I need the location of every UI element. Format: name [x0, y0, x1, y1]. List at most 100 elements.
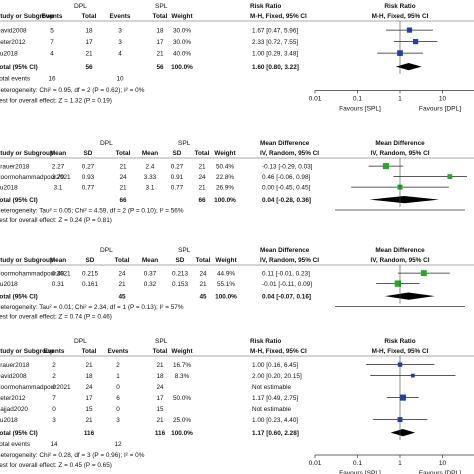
- panel1-total-cell: 56: [156, 64, 164, 71]
- panel2-study-cell: 3.79: [52, 174, 65, 181]
- panel2-total-label: Total (95% CI): [0, 197, 38, 204]
- panel1-total-ci: 1.60 [0.80, 3.22]: [252, 64, 299, 71]
- panel4-study-cell: 25.0%: [173, 417, 191, 424]
- panel2-plot-header: Mean Difference: [375, 140, 425, 147]
- panel4-tick-label: 0.01: [309, 460, 322, 467]
- panel1-study-cell: 5: [50, 28, 54, 35]
- panel4-overall-test: Test for overall effect: Z = 0.45 (P = 0…: [0, 462, 112, 469]
- panel2-point-estimate: [382, 163, 389, 170]
- panel1-point-estimate: [406, 27, 413, 33]
- panel1-total-cell: 56: [85, 64, 93, 71]
- panel4-col-header-2: Total: [82, 348, 97, 355]
- panel2-group-label-1: DPL: [100, 140, 113, 147]
- panel1-total-events-cell: 16: [48, 76, 56, 83]
- panel3-study-cell: 0.215: [82, 271, 98, 278]
- panel1-group-label-1: DPL: [74, 3, 87, 10]
- panel2-study-name: Krauer2018: [0, 164, 30, 171]
- panel3-col-header-2: SD: [86, 257, 95, 264]
- panel4-study-cell: 15: [156, 406, 164, 413]
- panel2-point-estimate: [447, 174, 453, 180]
- panel4-study-cell: 2: [116, 362, 120, 369]
- panel2-study-cell: 50.4%: [216, 164, 234, 171]
- panel2-study-cell: 0.27: [171, 164, 184, 171]
- panel1-tick-label: 10: [439, 96, 447, 103]
- panel3-study-cell: 55.1%: [217, 281, 235, 288]
- panel3-study-cell: 0.161: [82, 281, 98, 288]
- panel4-study-ci: 1.00 [0.23, 4.40]: [252, 417, 298, 424]
- panel4-study-cell: 50.0%: [173, 395, 191, 402]
- panel4-col-header-5: Weight: [171, 348, 193, 355]
- panel1-study-cell: 21: [85, 51, 93, 58]
- panel4-point-estimate: [399, 394, 406, 401]
- panel4-study-cell: 3: [52, 417, 56, 424]
- panel2-study-cell: 3.33: [144, 174, 157, 181]
- panel1-total-label: Total (95% CI): [0, 64, 38, 71]
- panel4-study-cell: 16.7%: [173, 362, 191, 369]
- panel2-study-cell: 21: [198, 185, 206, 192]
- panel3-total-diamond: [384, 292, 435, 300]
- panel2-col-header-5: SD: [173, 150, 182, 157]
- panel2-study-cell: 0.77: [82, 185, 95, 192]
- panel2-study-ci: 0.46 [-0.06, 0.98]: [262, 174, 311, 181]
- panel4-study-ci: 1.17 [0.49, 2.75]: [252, 395, 298, 402]
- panel4-total-events-cell: 12: [114, 441, 122, 448]
- panel4-study-ci: Not estimable: [252, 406, 292, 413]
- panel4-study-cell: 0: [116, 406, 120, 413]
- panel2-study-cell: 0.27: [82, 164, 95, 171]
- panel3-effect-header: Mean Difference: [260, 247, 310, 254]
- panel2-plot-subheader: IV, Random, 95% CI: [370, 150, 429, 157]
- panel2-col-header-7: Weight: [214, 150, 236, 157]
- panel3-study-cell: 0.31: [52, 281, 65, 288]
- panel1-total-diamond: [395, 63, 422, 71]
- panel3-col-header-5: SD: [176, 257, 185, 264]
- panel1-col-header-2: Total: [82, 13, 97, 20]
- panel2-study-cell: 0.77: [171, 185, 184, 192]
- panel1-study-cell: 17: [85, 39, 93, 46]
- panel4-total-events-cell: 14: [50, 441, 58, 448]
- panel4-study-cell: 2: [52, 373, 56, 380]
- panel4-effect-header: Risk Ratio: [250, 338, 281, 345]
- panel3-study-cell: 24: [199, 271, 207, 278]
- panel1-study-cell: 21: [156, 51, 164, 58]
- panel2-study-cell: 3.1: [146, 185, 155, 192]
- panel2-study-cell: 0.93: [82, 174, 95, 181]
- panel4-study-cell: 18: [85, 373, 93, 380]
- panel4-study-cell: 8.3%: [175, 373, 190, 380]
- panel2-study-cell: 21: [119, 185, 127, 192]
- panel3-col-header-6: Total: [196, 257, 211, 264]
- panel1-effect-header: Risk Ratio: [250, 3, 281, 10]
- panel4-study-cell: 1: [116, 373, 120, 380]
- panel4-plot-header: Risk Ratio: [384, 338, 415, 345]
- panel3-col-header-study: Study or Subgroup: [0, 257, 54, 264]
- panel3-study-cell: 44.9%: [217, 271, 235, 278]
- panel4-study-cell: 0: [52, 384, 56, 391]
- panel1-total-events-cell: 10: [116, 76, 124, 83]
- panel3-plot-header: Mean Difference: [375, 247, 425, 254]
- panel4-study-cell: 6: [116, 395, 120, 402]
- panel1-plot-header: Risk Ratio: [384, 3, 415, 10]
- panel1-tick-label: 0.1: [353, 96, 362, 103]
- panel4-total-diamond: [390, 429, 416, 437]
- panel4-study-cell: 3: [116, 417, 120, 424]
- panel1-overall-test: Test for overall effect: Z = 1.32 (P = 0…: [0, 98, 112, 105]
- panel4-study-cell: 21: [85, 417, 93, 424]
- panel1-col-header-1: Events: [42, 13, 63, 20]
- panel1-col-header-study: Study or Subgroup: [0, 13, 54, 20]
- panel3-overall-test: Test for overall effect: Z = 0.74 (P = 0…: [0, 314, 112, 321]
- panel1-study-cell: 3: [118, 28, 122, 35]
- panel2-total-cell: 66: [119, 197, 127, 204]
- panel4-total-ci: 1.17 [0.60, 2.28]: [252, 430, 299, 437]
- panel1-tick-label: 0.01: [309, 96, 322, 103]
- panel4-heterogeneity: Heterogeneity: Chi² = 0.28, df = 3 (P = …: [0, 452, 145, 459]
- panel2-col-header-2: SD: [84, 150, 93, 157]
- panel3-point-estimate: [420, 270, 427, 277]
- panel4-study-name: Yu2018: [0, 417, 18, 424]
- panel3-total-ci: 0.04 [-0.07, 0.16]: [262, 294, 311, 301]
- panel4-study-name: David2008: [0, 373, 27, 380]
- panel4-point-estimate: [410, 373, 415, 378]
- panel3-study-cell: 0.153: [172, 281, 188, 288]
- panel1-study-name: Yu2018: [0, 51, 18, 58]
- panel1-study-cell: 3: [118, 39, 122, 46]
- panel4-total-cell: 100.0%: [171, 430, 193, 437]
- panel1-total-cell: 100.0%: [171, 64, 193, 71]
